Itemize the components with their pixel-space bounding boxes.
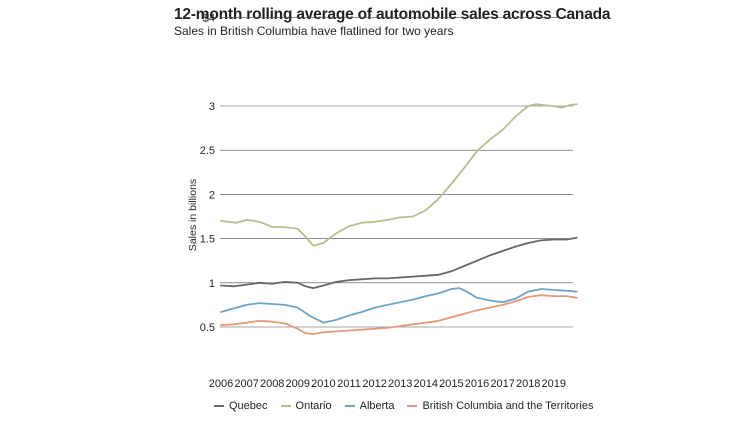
- x-tick-label: 2013: [388, 378, 412, 390]
- legend-label: Ontario: [295, 400, 332, 412]
- legend-item: Quebec: [214, 400, 268, 412]
- series-line-alberta: [220, 287, 578, 324]
- x-tick-label: 2006: [209, 378, 233, 390]
- y-tick-label: 2: [209, 189, 215, 201]
- x-tick-label: 2016: [465, 378, 489, 390]
- x-axis-ticks: 2006 2007 2008 2009 2010 2011 2012 2013 2014 2015…: [209, 378, 566, 390]
- y-axis-label: Sales in billions: [187, 179, 199, 251]
- series-lines: [220, 103, 578, 336]
- legend: Quebec Ontario Alberta British Columbia and…: [214, 400, 606, 412]
- y-tick-label: 1.5: [200, 234, 215, 246]
- series-line-quebec: [220, 236, 578, 290]
- legend-item: Alberta: [344, 400, 395, 412]
- x-tick-label: 2008: [260, 378, 284, 390]
- y-tick-label: 0.5: [200, 322, 215, 334]
- legend-swatch: [344, 405, 355, 407]
- legend-label: Quebec: [229, 400, 268, 412]
- series-line-ontario: [220, 103, 578, 247]
- y-tick-label: $4: [203, 13, 215, 25]
- x-tick-label: 2007: [234, 378, 258, 390]
- x-tick-label: 2019: [542, 378, 566, 390]
- x-tick-label: 2014: [414, 378, 438, 390]
- x-tick-label: 2009: [286, 378, 310, 390]
- x-tick-label: 2011: [337, 378, 361, 390]
- chart-subtitle: Sales in British Columbia have flatlined…: [174, 24, 454, 38]
- x-tick-label: 2012: [362, 378, 386, 390]
- chart-title: 12-month rolling average of automobile s…: [174, 6, 611, 23]
- legend-label: British Columbia and the Territories: [422, 400, 594, 412]
- y-tick-label: 1: [209, 278, 215, 290]
- legend-swatch: [280, 405, 291, 407]
- x-tick-label: 2018: [516, 378, 540, 390]
- series-line-british-columbia-and-the-territories: [220, 294, 578, 336]
- y-tick-label: 3: [209, 101, 215, 113]
- x-tick-label: 2015: [439, 378, 463, 390]
- legend-swatch: [407, 405, 418, 407]
- legend-label: Alberta: [359, 400, 395, 412]
- gridlines: [220, 17, 573, 328]
- x-tick-label: 2010: [311, 378, 335, 390]
- y-axis-ticks: 0.5 1 1.5 2 2.5 3 $4: [200, 13, 215, 334]
- y-tick-label: 2.5: [200, 145, 215, 157]
- legend-swatch: [214, 405, 224, 407]
- legend-item: Ontario: [280, 400, 332, 412]
- legend-item: British Columbia and the Territories: [407, 400, 593, 412]
- x-tick-label: 2017: [490, 378, 514, 390]
